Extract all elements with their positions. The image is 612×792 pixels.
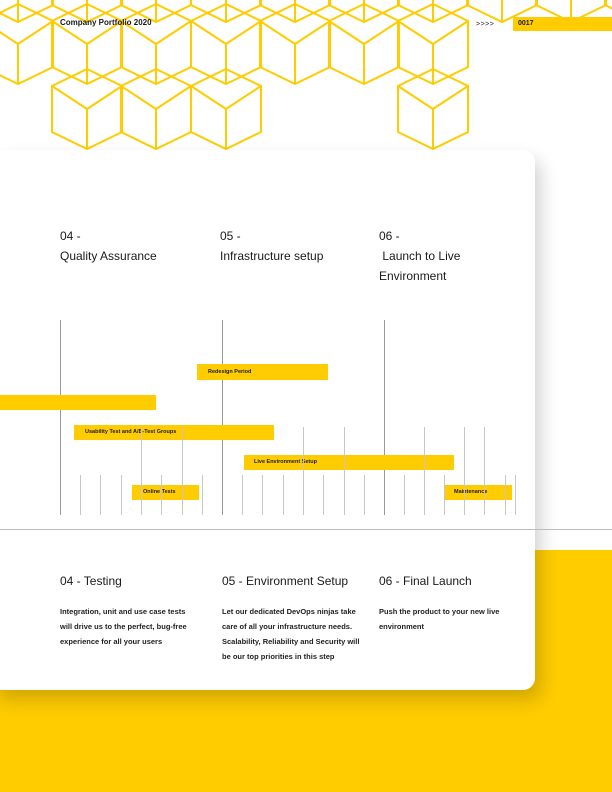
- timeline-bar: [0, 395, 156, 410]
- timeline-tick: [444, 475, 445, 515]
- timeline-tick: [141, 427, 142, 515]
- cube-outline: [397, 67, 469, 151]
- phase-number-04: 04 -: [60, 229, 81, 243]
- timeline-tick: [121, 475, 122, 515]
- timeline-tick: [505, 475, 506, 515]
- timeline-tick: [182, 427, 183, 515]
- timeline-tick: [242, 475, 243, 515]
- cube-outline: [0, 0, 54, 24]
- phase-name-04: Quality Assurance: [60, 249, 157, 263]
- cube-outline: [0, 2, 54, 86]
- phase-divider-line: [384, 320, 385, 515]
- cube-outline: [466, 0, 538, 24]
- timeline-bar: [74, 425, 274, 440]
- timeline-tick: [464, 427, 465, 515]
- timeline-tick: [303, 427, 304, 515]
- cube-outline: [120, 0, 192, 24]
- cube-outline: [397, 0, 469, 24]
- timeline-tick: [484, 427, 485, 515]
- timeline-tick: [202, 475, 203, 515]
- timeline-bar-label: Live Environment Setup: [254, 459, 317, 465]
- section-divider: [0, 529, 612, 530]
- timeline-bar: [197, 364, 328, 380]
- phase-divider-line: [222, 320, 223, 515]
- timeline-bar-label: Usability Test and A/B-Test Groups: [85, 429, 177, 435]
- timeline-bar-label: Redesign Period: [208, 369, 252, 375]
- section-body-testing: Integration, unit and use case tests wil…: [60, 607, 187, 646]
- content-card: [0, 150, 535, 690]
- timeline-tick: [404, 475, 405, 515]
- cube-outline: [259, 0, 331, 24]
- page-number-box: [513, 17, 612, 31]
- arrows-indicator: >>>>: [476, 21, 495, 28]
- cube-pattern-decoration: [0, 0, 612, 151]
- timeline-tick: [161, 475, 162, 515]
- timeline-tick: [424, 427, 425, 515]
- phase-divider-line: [60, 320, 61, 515]
- cube-outline: [328, 0, 400, 24]
- timeline-tick: [344, 427, 345, 515]
- timeline-bar: [445, 485, 512, 500]
- phase-number-05: 05 -: [220, 229, 241, 243]
- section-title-final-launch: 06 - Final Launch: [379, 574, 472, 588]
- section-title-environment-setup: 05 - Environment Setup: [222, 574, 349, 588]
- cube-outline: [397, 2, 469, 86]
- timeline-tick: [364, 475, 365, 515]
- timeline-tick: [100, 475, 101, 515]
- timeline-tick: [80, 475, 81, 515]
- cube-outline: [51, 0, 123, 24]
- section-title-testing: 04 - Testing: [60, 574, 122, 588]
- phase-name-05: Infrastructure setup: [220, 249, 324, 263]
- phase-name-06: Launch to Live Environment: [379, 249, 464, 283]
- document-title: Company Portfolio 2020: [60, 18, 152, 27]
- timeline-tick: [515, 475, 516, 515]
- timeline-tick: [323, 475, 324, 515]
- section-body-final-launch: Push the product to your new live enviro…: [379, 607, 500, 631]
- timeline-tick: [283, 475, 284, 515]
- timeline-bar-label: Maintenance: [454, 489, 488, 495]
- timeline-bar: [244, 455, 454, 470]
- section-body-environment-setup: Let our dedicated DevOps ninjas take car…: [222, 607, 360, 661]
- cube-outline: [190, 67, 262, 151]
- page-number: 0017: [518, 20, 534, 27]
- timeline-bar-label: Online Tests: [143, 489, 176, 495]
- timeline-tick: [262, 475, 263, 515]
- phase-number-06: 06 -: [379, 229, 400, 243]
- cube-outline: [190, 0, 262, 24]
